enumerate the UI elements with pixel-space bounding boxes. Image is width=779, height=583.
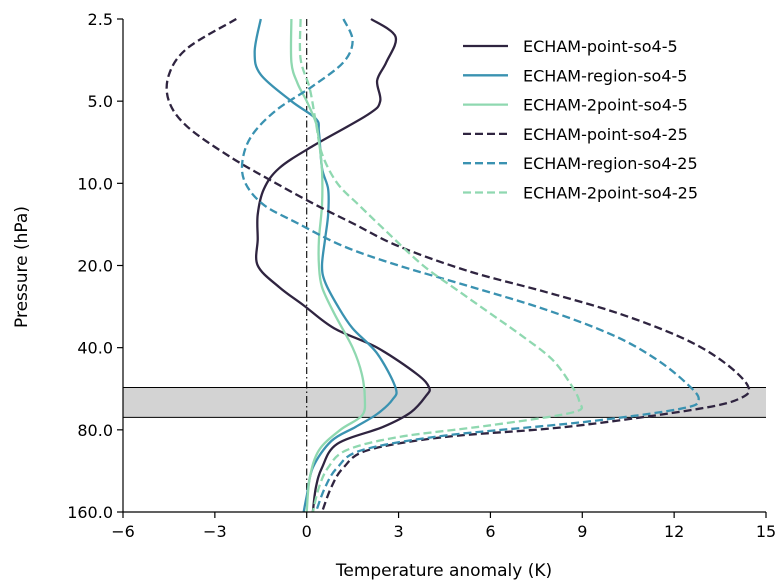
series-layer: [165, 18, 751, 513]
y-tick-label: 160.0: [67, 503, 113, 522]
series-line-2: [253, 18, 398, 513]
y-tick-label: 80.0: [77, 421, 113, 440]
legend: ECHAM-point-so4-5 ECHAM-region-so4-5 ECHAM…: [463, 37, 698, 203]
x-axis-title: Temperature anomaly (K): [335, 561, 552, 581]
y-axis-title: Pressure (hPa): [12, 206, 32, 328]
x-tick-label: −6: [111, 522, 135, 541]
x-tick-label: 0: [302, 522, 312, 541]
legend-label: ECHAM-2point-so4-5: [523, 96, 688, 115]
series-line-6: [298, 18, 584, 513]
y-tick-label: 5.0: [88, 92, 113, 111]
shaded-band-layer: [123, 387, 766, 418]
legend-label: ECHAM-point-so4-5: [523, 37, 678, 56]
x-tick-label: 9: [577, 522, 587, 541]
series-line-4: [165, 18, 751, 513]
y-tick-label: 20.0: [77, 257, 113, 276]
legend-label: ECHAM-region-so4-5: [523, 66, 687, 85]
series-group: [165, 18, 751, 513]
shaded-band: [123, 387, 766, 418]
series-line-1: [255, 18, 431, 513]
x-tick-label: 3: [393, 522, 403, 541]
axes-layer: [122, 19, 766, 513]
x-tick-label: 12: [664, 522, 684, 541]
series-line-5: [240, 18, 700, 513]
legend-label: ECHAM-region-so4-25: [523, 154, 698, 173]
legend-label: ECHAM-2point-so4-25: [523, 184, 698, 203]
x-tick-label: −3: [203, 522, 227, 541]
ticks-layer: −6 −3 0 3 6 9 12 15 2.5 5.0 10.0 20.0 40.0 80.0 160.0: [67, 10, 776, 541]
y-tick-label: 10.0: [77, 174, 113, 193]
series-line-3: [289, 18, 367, 513]
y-tick-label: 2.5: [88, 10, 113, 29]
y-tick-label: 40.0: [77, 339, 113, 358]
legend-label: ECHAM-point-so4-25: [523, 125, 688, 144]
x-tick-label: 6: [485, 522, 495, 541]
x-tick-label: 15: [756, 522, 776, 541]
